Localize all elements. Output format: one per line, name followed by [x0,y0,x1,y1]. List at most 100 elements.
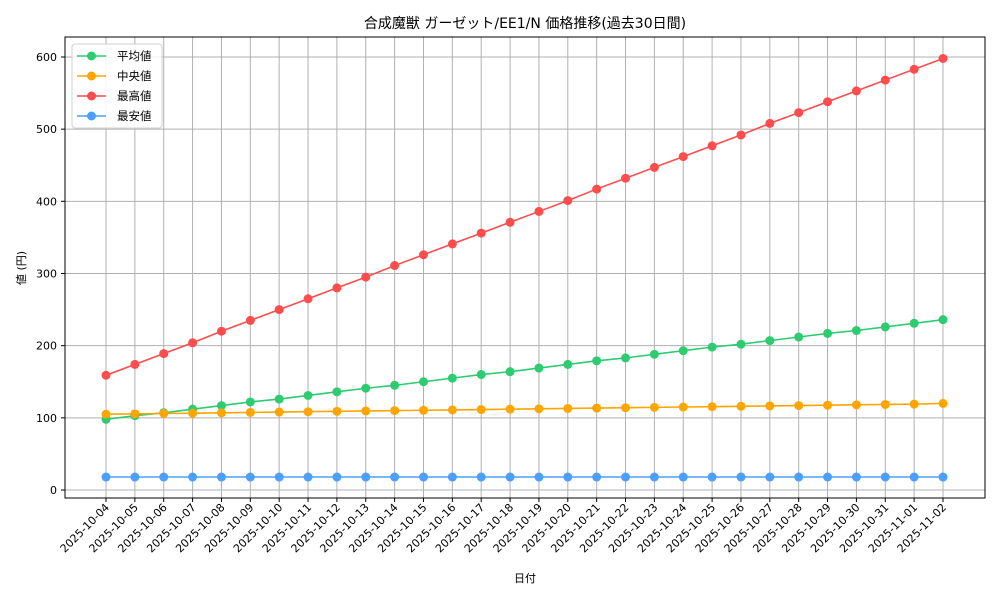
data-point [274,407,284,417]
y-tick-label: 300 [36,268,57,281]
data-point [505,404,515,414]
data-point [794,108,804,118]
data-point [563,472,573,482]
data-point [851,86,861,96]
data-point [101,370,111,380]
data-point [188,338,198,348]
data-point [390,472,400,482]
data-point [938,53,948,63]
data-point [823,97,833,107]
legend-marker-icon [87,51,96,61]
data-point [649,402,659,412]
data-point [447,239,457,249]
data-point [592,184,602,194]
data-point [794,472,804,482]
data-point [563,403,573,413]
data-point [274,305,284,315]
data-point [534,206,544,216]
y-tick-label: 0 [50,484,57,497]
data-point [621,173,631,183]
data-point [418,377,428,387]
data-point [188,472,198,482]
data-point [765,336,775,346]
data-point [678,472,688,482]
data-point [476,370,486,380]
data-point [851,400,861,410]
y-tick-label: 500 [36,123,57,136]
data-point [707,342,717,352]
series-0 [101,315,948,424]
data-point [649,349,659,359]
data-point [880,399,890,409]
data-point [447,405,457,415]
series-line [105,318,944,421]
legend-item: 平均値 [77,49,152,63]
data-point [505,367,515,377]
legend-label: 平均値 [117,49,152,63]
data-point [159,472,169,482]
data-point [649,472,659,482]
data-point [678,346,688,356]
legend-marker-icon [87,91,96,101]
y-tick-label: 100 [36,412,57,425]
data-point [765,472,775,482]
data-point [563,359,573,369]
data-point [361,383,371,393]
data-point [938,315,948,325]
grid-lines [65,37,985,498]
data-point [678,402,688,412]
data-point [447,472,457,482]
data-point [880,472,890,482]
data-point [938,472,948,482]
data-point [303,390,313,400]
data-point [245,407,255,417]
data-point [707,402,717,412]
data-point [332,283,342,293]
data-point [823,328,833,338]
data-point [274,472,284,482]
data-point [794,332,804,342]
data-point [909,64,919,74]
data-point [736,339,746,349]
data-point [621,472,631,482]
data-point [909,399,919,409]
data-point [476,228,486,238]
data-point [390,261,400,271]
data-point [130,409,140,419]
plot-frame [64,36,986,499]
data-point [274,394,284,404]
data-point [101,472,111,482]
data-point [245,315,255,325]
data-point [303,294,313,304]
data-point [649,162,659,172]
chart-title: 合成魔獣 ガーゼット/EE1/N 価格推移(過去30日間) [364,16,686,32]
data-point [361,406,371,416]
data-point [476,472,486,482]
x-axis: 2025-10-042025-10-052025-10-062025-10-07… [58,498,949,555]
data-point [390,406,400,416]
data-point [678,152,688,162]
legend-label: 中央値 [117,69,152,83]
data-point [736,401,746,411]
data-point [447,373,457,383]
data-point [851,326,861,336]
y-tick-label: 200 [36,340,57,353]
data-point [245,472,255,482]
data-point [563,196,573,206]
series-3 [101,472,948,482]
data-point [418,250,428,260]
data-point [736,472,746,482]
data-point [794,401,804,411]
data-point [592,356,602,366]
data-point [592,472,602,482]
y-tick-label: 400 [36,195,57,208]
data-point [505,217,515,227]
data-point [418,472,428,482]
data-point [101,409,111,419]
data-point [736,130,746,140]
legend-marker-icon [87,111,96,121]
data-point [332,472,342,482]
data-point [823,472,833,482]
data-point [534,472,544,482]
